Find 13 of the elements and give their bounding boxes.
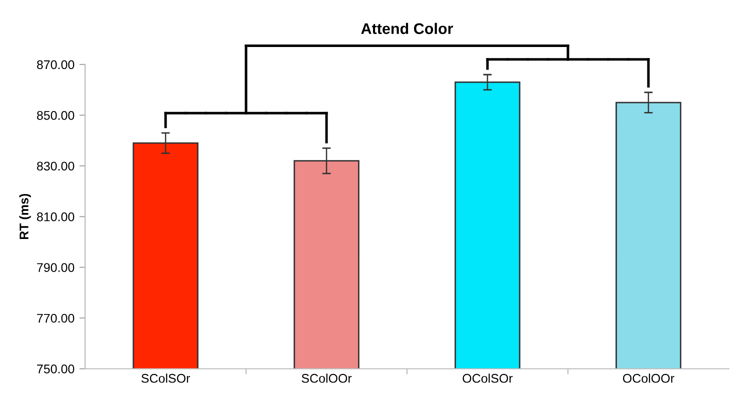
chart-title: Attend Color	[361, 22, 454, 34]
x-tick-label: OColOOr	[622, 374, 674, 383]
y-tick-label: 750.00	[37, 364, 74, 374]
y-tick-label: 850.00	[37, 110, 74, 120]
y-tick-label: 810.00	[37, 212, 74, 222]
x-tick-label: SColOOr	[302, 374, 352, 383]
y-axis-title: RT (ms)	[19, 194, 31, 240]
y-tick-label: 830.00	[37, 162, 74, 171]
x-tick-label: OColSOr	[462, 374, 513, 383]
y-tick-label: 770.00	[37, 314, 74, 323]
y-tick-label: 790.00	[37, 263, 74, 272]
y-tick-label: 870.00	[37, 60, 74, 70]
x-tick-label: SColSOr	[141, 374, 190, 383]
